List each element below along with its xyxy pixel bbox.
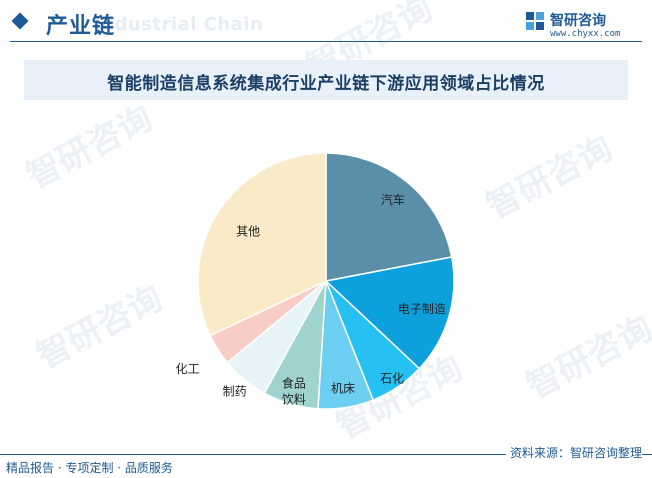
slice-label: 电子制造 [398,302,446,316]
page-header: Industrial Chain 产业链 智研咨询 www.chyxx.com [0,0,652,46]
slice-label: 化工 [176,362,200,376]
slice-label: 食品饮料 [282,376,306,407]
data-source: 资料来源：智研咨询整理 [505,444,642,461]
pie-slice [197,152,327,337]
footer-divider [0,454,652,455]
slice-label: 机床 [331,381,355,395]
logo-icon [526,12,544,30]
brand-logo: 智研咨询 www.chyxx.com [524,10,644,42]
pie-slice [325,152,453,282]
header-divider [10,41,642,42]
chart-title-bar: 智能制造信息系统集成行业产业链下游应用领域占比情况 [24,60,628,100]
logo-name: 智研咨询 [550,13,606,29]
pie-slice [324,256,455,370]
chart-title: 智能制造信息系统集成行业产业链下游应用领域占比情况 [107,74,545,94]
logo-url: www.chyxx.com [550,29,621,39]
header-ghost-text: Industrial Chain [94,14,264,35]
slice-label: 制药 [223,384,247,398]
slice-label: 其他 [236,225,260,239]
slice-label: 汽车 [381,192,405,207]
page-title: 产业链 [46,14,116,39]
footer-slogan: 精品报告 · 专项定制 · 品质服务 [6,461,173,475]
slice-label: 石化 [380,371,404,385]
